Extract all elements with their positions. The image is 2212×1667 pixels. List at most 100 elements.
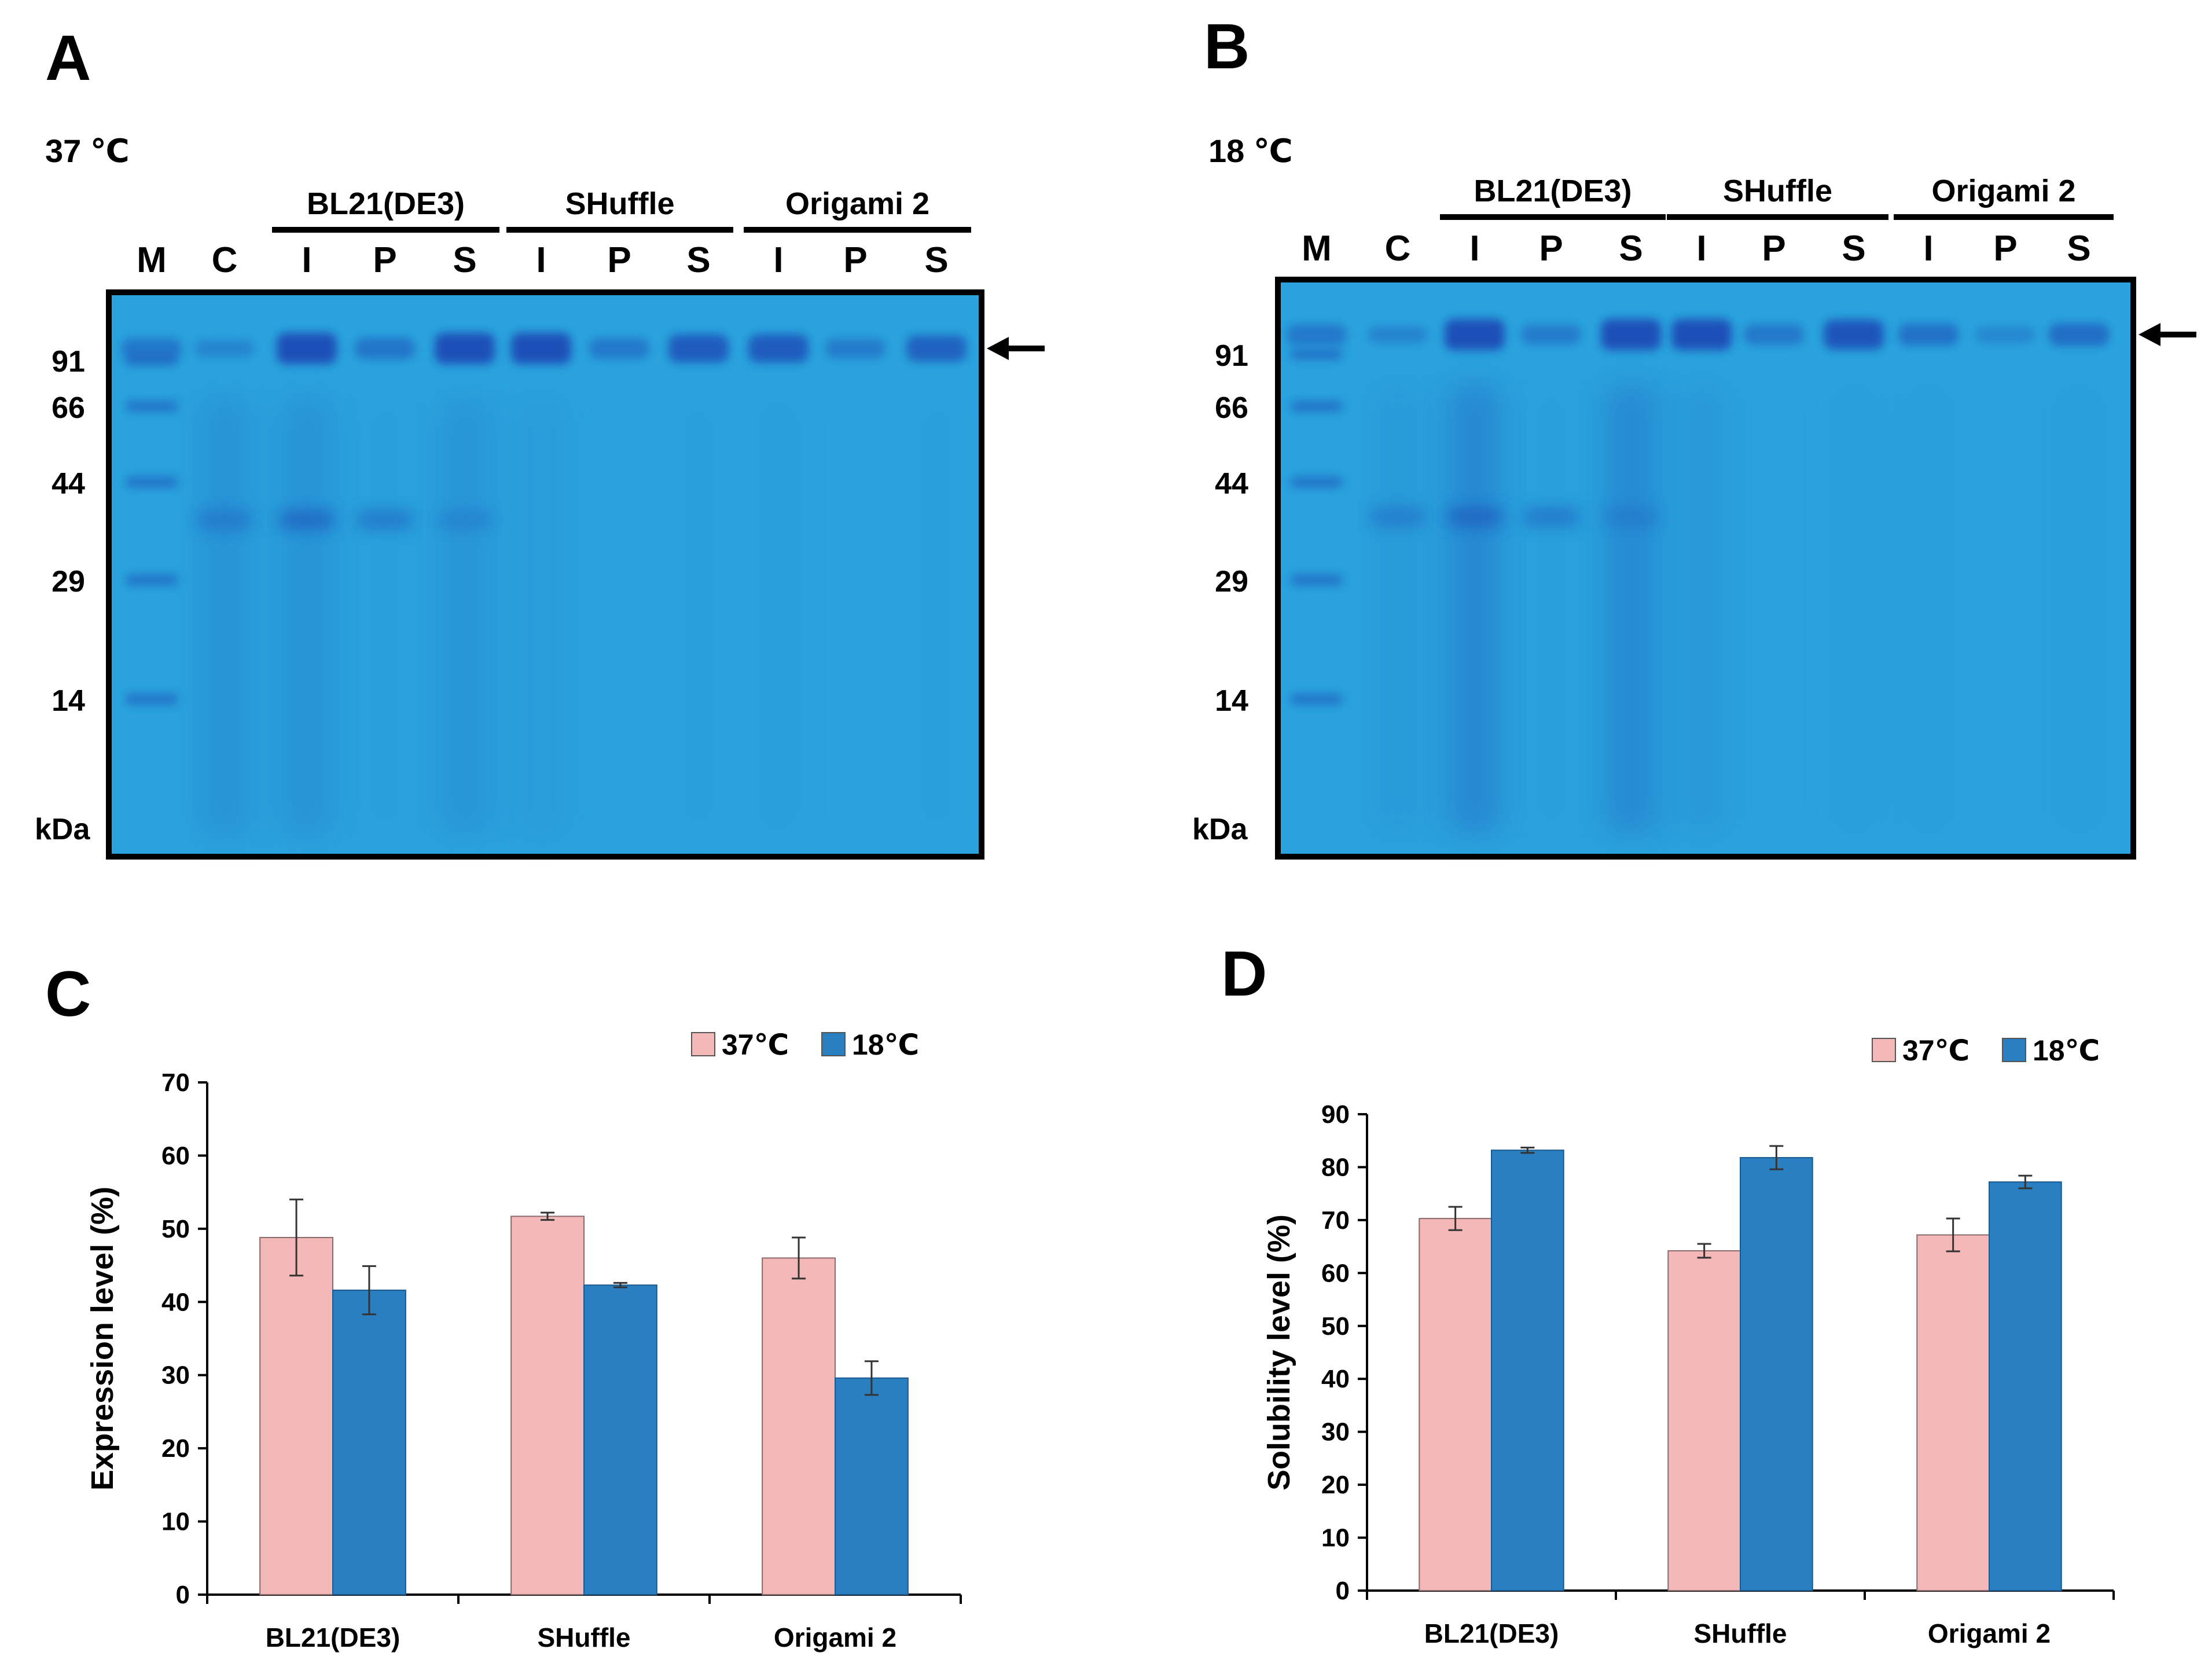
y-tick-label: 70 [161, 1069, 190, 1097]
target-band [1671, 319, 1732, 350]
panel-a-letter: A [45, 23, 91, 94]
lane-smear [439, 396, 491, 837]
y-tick-label: 10 [1321, 1524, 1350, 1552]
target-band [1824, 320, 1884, 350]
y-tick-label: 0 [176, 1581, 190, 1609]
expression-chart: 0 10 20 30 40 50 60 70 Expression level (%) BL21(… [85, 1029, 962, 1653]
x-tick-label: BL21(DE3) [1424, 1618, 1559, 1648]
target-band [1445, 319, 1505, 350]
y-tick-label: 50 [1321, 1312, 1350, 1341]
marker-band [1291, 401, 1343, 412]
lane-smear [515, 396, 567, 837]
marker-label: 29 [1215, 565, 1248, 598]
lane-label: I [302, 240, 311, 280]
lane-smear [199, 396, 251, 837]
bar [583, 1284, 657, 1595]
bar [835, 1377, 909, 1596]
y-tick-label: 90 [1321, 1100, 1350, 1129]
marker-label: 14 [52, 684, 85, 718]
target-band [2049, 323, 2109, 346]
marker-label: 66 [1215, 391, 1248, 425]
panel-b-unit: kDa [1192, 813, 1248, 846]
target-band [511, 333, 571, 364]
x-tick-label: BL21(DE3) [266, 1622, 400, 1653]
lane-label: I [1696, 229, 1706, 269]
target-band [435, 333, 495, 364]
y-axis-label: Expression level (%) [85, 1187, 120, 1490]
lane-smear [910, 396, 962, 837]
legend-swatch [691, 1032, 715, 1056]
panel-a-temperature: 37 ℃ [45, 133, 130, 169]
legend-swatch [821, 1032, 846, 1056]
strain-group-bar [506, 227, 733, 233]
panel-c-letter: C [45, 959, 91, 1030]
bar [332, 1290, 406, 1595]
panel-b-letter: B [1204, 11, 1250, 82]
arrow-head [2138, 323, 2160, 346]
strain-group-bar [744, 227, 971, 233]
y-tick-label: 10 [161, 1508, 190, 1536]
target-band [906, 335, 967, 362]
x-tick-label: SHuffle [538, 1622, 631, 1653]
target-band [1898, 323, 1959, 346]
lane-label: I [1923, 229, 1933, 269]
lane-smear [1605, 384, 1657, 834]
legend-label: 37℃ [1902, 1034, 1970, 1067]
legend-label: 37℃ [722, 1029, 789, 1061]
y-tick-label: 0 [1336, 1577, 1350, 1605]
lane-smear [1828, 384, 1880, 834]
target-band [668, 334, 729, 363]
target-band [355, 337, 415, 359]
y-tick-label: 50 [161, 1215, 190, 1243]
target-band [1521, 324, 1581, 345]
bar [1419, 1218, 1493, 1591]
band-38kda [279, 512, 335, 528]
y-tick-label: 20 [161, 1434, 190, 1463]
strain-group-label: Origami 2 [1931, 174, 2075, 208]
strain-group-bar [272, 227, 499, 233]
target-band [1975, 326, 2035, 343]
target-band [277, 333, 337, 364]
band-38kda [197, 512, 252, 528]
strain-group-label: BL21(DE3) [307, 186, 465, 221]
panel-a-arrow-icon [987, 337, 1045, 360]
bar [510, 1216, 585, 1595]
lane-smear [1525, 384, 1577, 834]
y-tick-label: 30 [161, 1361, 190, 1390]
lane-label: I [1469, 229, 1479, 269]
solubility-chart: 0 10 20 30 40 50 60 70 80 90 Solubility level (%) B… [1262, 1034, 2115, 1648]
x-tick-label: Origami 2 [774, 1622, 896, 1653]
legend-swatch [1872, 1038, 1896, 1062]
target-band [122, 338, 182, 359]
band-38kda [437, 512, 493, 528]
legend-label: 18℃ [852, 1029, 919, 1061]
strain-group-label: Origami 2 [785, 186, 929, 221]
lane-smear [1748, 384, 1800, 834]
lane-smear [1979, 384, 2031, 834]
lane-label: S [1619, 229, 1643, 269]
target-band [589, 338, 649, 359]
bar [1916, 1234, 1990, 1592]
panel-b-temperature: 18 ℃ [1208, 133, 1293, 169]
lane-label: S [453, 240, 476, 280]
bar [1667, 1250, 1741, 1592]
target-band [1744, 324, 1804, 345]
target-band [1601, 319, 1661, 350]
band-38kda [1603, 509, 1659, 525]
y-tick-label: 30 [1321, 1418, 1350, 1446]
panel-a-markers: 91 66 44 29 14 [52, 345, 85, 718]
lane-label: M [1302, 229, 1332, 269]
bar [762, 1257, 836, 1595]
target-band [825, 338, 885, 359]
panel-a-group-labels: BL21(DE3) SHuffle Origami 2 [272, 186, 971, 233]
lane-label: S [686, 240, 710, 280]
marker-label: 44 [1215, 467, 1248, 501]
marker-label: 29 [52, 565, 85, 598]
marker-band [126, 401, 178, 412]
legend-label: 18℃ [2033, 1034, 2100, 1067]
panel-a: A 37 ℃ BL21(DE3) SHuffle Origami 2 M C I P S I P… [35, 23, 1045, 860]
marker-band [1291, 476, 1343, 488]
